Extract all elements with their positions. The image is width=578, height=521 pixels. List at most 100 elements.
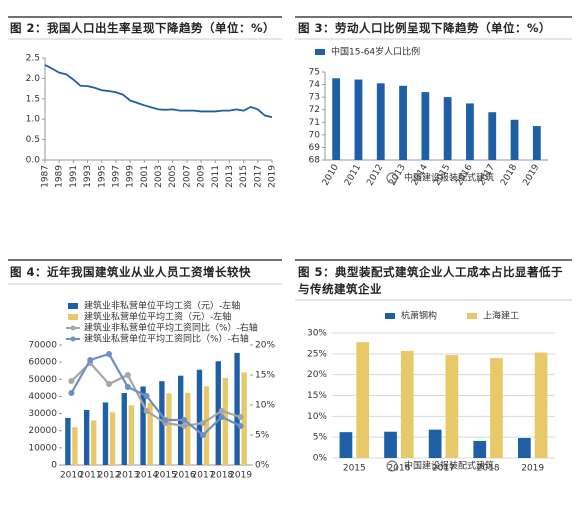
x-tick-label: 2013 [225, 165, 235, 188]
bar [532, 126, 541, 160]
legend-swatch [70, 336, 76, 342]
x-tick-label: 2011 [343, 163, 363, 188]
point [124, 372, 131, 378]
x-tick-label: 1999 [126, 165, 136, 188]
x-tick-label: 2013 [116, 471, 139, 481]
x-tick-label: 2011 [211, 165, 221, 188]
bar [339, 432, 353, 458]
legend-label: 建筑业非私营单位平均工资同比（%）-右轴 [84, 322, 258, 334]
bar [428, 429, 442, 458]
point [68, 390, 75, 396]
legend-swatch [385, 313, 395, 319]
x-tick-label: 1993 [83, 165, 93, 188]
y-tick-label: 70000 [28, 341, 57, 351]
bar [65, 417, 71, 465]
bar [140, 386, 146, 465]
y-tick-label: 10000 [28, 443, 57, 453]
bar [443, 97, 452, 160]
y-tick-label: 0 [51, 461, 57, 471]
chart-title: 图 2：我国人口出生率呈现下降趋势（单位：%） [10, 21, 276, 35]
bar [185, 392, 191, 465]
bar [241, 372, 247, 465]
x-tick-label: 2003 [154, 165, 164, 188]
point [143, 393, 150, 399]
x-tick-label: 2019 [521, 464, 544, 474]
point [218, 408, 225, 414]
legend-swatch [70, 325, 76, 331]
y-tick-label: 10% [307, 412, 327, 422]
point [124, 384, 131, 390]
y2-tick-label: 10% [255, 401, 275, 411]
bar [376, 83, 385, 160]
x-tick-label: 2005 [168, 165, 178, 188]
x-tick-label: 2011 [79, 471, 102, 481]
x-tick-label: 2018 [499, 163, 519, 188]
y-tick-label: 30% [307, 329, 327, 339]
bar [332, 78, 341, 160]
bar [166, 393, 172, 465]
bar [490, 358, 503, 458]
line [70, 352, 242, 437]
bar [466, 103, 474, 160]
x-tick-label: 2015 [154, 471, 177, 481]
y-tick-label: 73 [309, 93, 320, 103]
x-tick-label: 2019 [229, 471, 252, 481]
bar [399, 85, 407, 160]
point [106, 381, 112, 387]
x-tick-label: 1989 [55, 165, 65, 188]
y-tick-label: 40000 [28, 392, 57, 402]
legend-label: 杭萧钢构 [401, 310, 437, 322]
x-tick-label: 2010 [321, 163, 341, 188]
y-tick-label: 70 [309, 130, 321, 140]
line [70, 361, 241, 428]
y-tick-label: 20% [307, 370, 327, 380]
point [237, 414, 244, 420]
bar [421, 92, 430, 160]
point [106, 351, 112, 357]
x-tick-label: 2009 [197, 165, 207, 188]
bar [400, 350, 414, 458]
y2-tick-label: 5% [255, 431, 270, 441]
y-tick-label: 5% [313, 433, 328, 443]
point [68, 378, 75, 384]
y-tick-label: 15% [307, 391, 327, 401]
x-tick-label: 2007 [182, 165, 192, 188]
watermark-icon [386, 460, 398, 472]
x-tick-label: 1995 [97, 165, 107, 188]
bar [72, 427, 78, 465]
point [162, 417, 169, 423]
bar [445, 355, 459, 458]
bar [196, 369, 203, 465]
y-tick-label: 1.5 [26, 94, 40, 104]
bar [121, 393, 127, 465]
legend-label: 建筑业非私营单位平均工资（元）-左轴 [84, 300, 240, 312]
y-tick-label: 50000 [28, 375, 57, 385]
bar [222, 377, 229, 465]
x-tick-label: 2019 [521, 163, 541, 188]
watermark: 中国建设报装配式建筑 [404, 460, 494, 472]
point [181, 417, 188, 423]
y-tick-label: 0% [313, 454, 328, 464]
x-tick-label: 2017 [253, 165, 263, 188]
bar [384, 431, 397, 458]
legend-swatch [68, 314, 78, 320]
y-tick-label: 74 [309, 80, 321, 90]
x-tick-label: 2014 [135, 471, 158, 481]
bar [102, 402, 109, 465]
y-tick-label: 69 [309, 143, 321, 153]
bar [354, 79, 363, 160]
point [200, 420, 206, 426]
bar [234, 352, 240, 465]
chart-title: 图 4：近年我国建筑业从业人员工资增长较快 [10, 265, 252, 279]
x-tick-label: 2015 [239, 165, 249, 188]
y2-tick-label: 15% [255, 371, 275, 381]
x-tick-label: 2012 [365, 163, 385, 188]
point [200, 432, 206, 438]
y-tick-label: 2.0 [26, 74, 41, 84]
point [87, 357, 94, 363]
legend-swatch [315, 49, 325, 55]
x-tick-label: 2016 [387, 464, 410, 474]
y-tick-label: 25% [307, 349, 327, 359]
legend-label: 建筑业私营单位平均工资同比（%）-右轴 [84, 333, 249, 345]
